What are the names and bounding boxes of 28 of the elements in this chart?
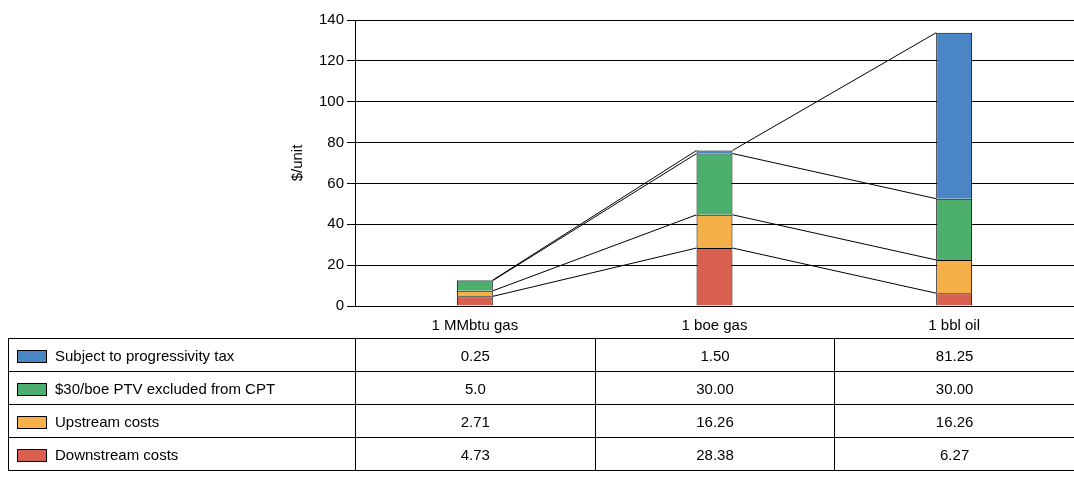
legend-label: Subject to progressivity tax (55, 346, 235, 364)
y-tick-label: 0 (335, 296, 344, 314)
data-label: 4.73 (355, 437, 596, 471)
data-label: 16.26 (834, 404, 1074, 438)
y-tick-label: 100 (318, 91, 344, 109)
data-label: 30.00 (834, 371, 1074, 405)
legend-label: $30/boe PTV excluded from CPT (55, 379, 276, 397)
data-label: 1.50 (595, 338, 835, 372)
x-tick-label: 1 bbl oil (928, 316, 981, 334)
data-label: 30.00 (595, 371, 835, 405)
legend-label: Downstream costs (55, 445, 179, 463)
x-tick-label: 1 MMbtu gas (431, 316, 519, 334)
legend-label: Upstream costs (55, 412, 160, 430)
x-tick-label: 1 boe gas (681, 316, 748, 334)
y-tick-label: 40 (327, 214, 344, 232)
y-tick-label: 120 (318, 51, 344, 68)
y-tick-label: 60 (327, 173, 344, 191)
y-tick-label: 20 (327, 255, 344, 273)
data-label: 16.26 (595, 404, 835, 438)
data-label: 28.38 (595, 437, 835, 471)
data-label: 6.27 (834, 437, 1074, 471)
y-axis-title: $/unit (288, 143, 306, 182)
y-tick-label: 80 (327, 132, 344, 150)
y-tick-label: 140 (318, 10, 344, 28)
data-label: 0.25 (355, 338, 596, 372)
data-label: 2.71 (355, 404, 596, 438)
data-label: 81.25 (834, 338, 1074, 372)
data-label: 5.0 (355, 371, 596, 405)
